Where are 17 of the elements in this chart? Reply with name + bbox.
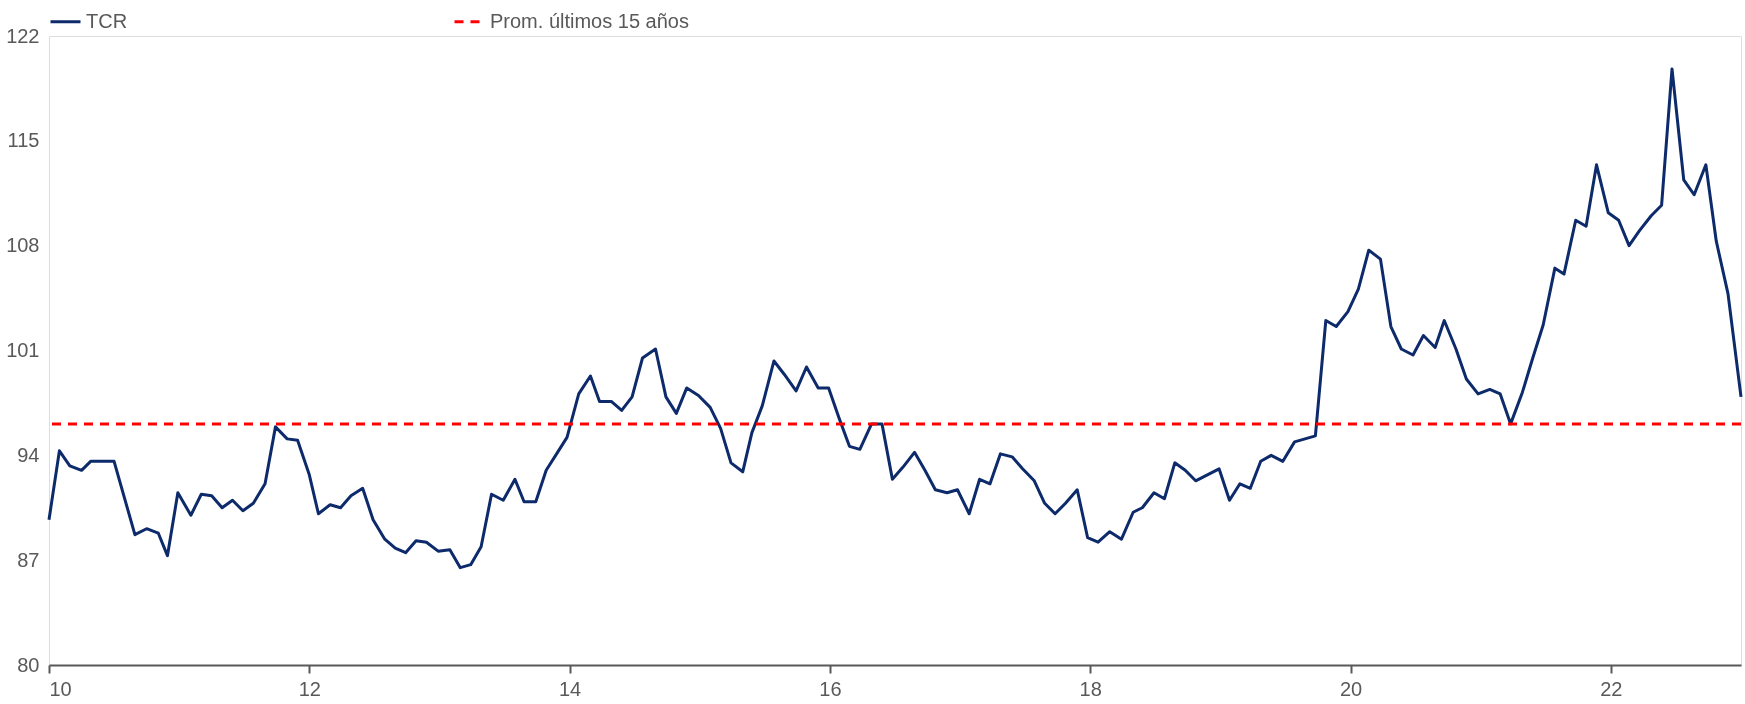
x-tick-label: 12: [298, 677, 321, 700]
y-tick-label: 122: [6, 24, 40, 47]
x-tick-label: 22: [1600, 677, 1623, 700]
line-series: [47, 67, 1743, 570]
y-tick-label: 87: [17, 548, 40, 571]
x-tick-label: 14: [558, 677, 582, 700]
legend-label: TCR: [86, 9, 128, 32]
legend-label: Prom. últimos 15 años: [490, 9, 689, 32]
y-tick-label: 94: [17, 443, 40, 466]
y-tick-label: 115: [7, 129, 40, 152]
y-tick-label: 80: [17, 653, 40, 676]
x-tick-label: 10: [49, 677, 72, 700]
x-tick-label: 20: [1339, 677, 1363, 700]
y-tick-label: 101: [6, 339, 40, 361]
y-tick-label: 108: [6, 234, 40, 257]
x-tick-label: 18: [1079, 677, 1102, 700]
x-tick-label: 16: [819, 677, 842, 700]
